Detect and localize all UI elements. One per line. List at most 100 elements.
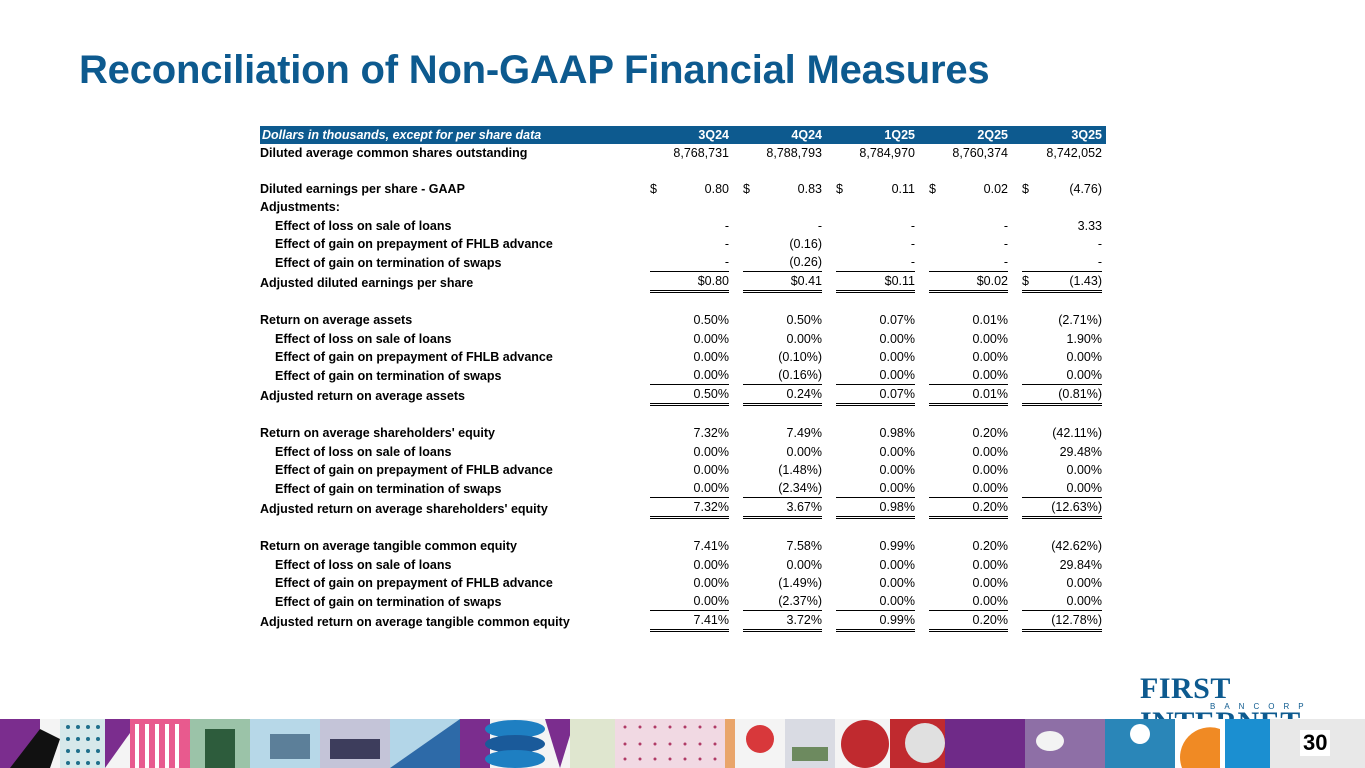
value-cell: (12.63%) [1012, 498, 1106, 520]
cell-value: 0.20% [972, 613, 1008, 628]
value-cell-content: - [929, 235, 1008, 253]
table-row: Effect of loss on sale of loans - - - - 3.33 [260, 217, 1106, 235]
cell-value: 29.48% [1059, 444, 1102, 459]
cell-value: 7.32% [693, 500, 729, 515]
spacer-cell [919, 406, 1012, 424]
table-row: Effect of loss on sale of loans 0.00% 0.00… [260, 330, 1106, 348]
value-cell: $ (4.76) [1012, 180, 1106, 198]
value-cell: 0.00% [1012, 479, 1106, 499]
value-cell-content: 0.00% [1022, 461, 1102, 479]
value-cell: - [640, 217, 733, 235]
value-cell: 0.00% [826, 443, 919, 461]
cell-value: 1.90% [1066, 331, 1102, 346]
cell-value: 8,784,970 [859, 146, 915, 160]
spacer-cell [826, 162, 919, 180]
cell-value: (4.76) [1069, 182, 1102, 197]
cell-value: 0.00% [1066, 594, 1102, 609]
value-cell: 0.00% [640, 443, 733, 461]
value-cell-content: (0.10%) [743, 348, 822, 366]
value-cell: 0.00% [919, 366, 1012, 386]
cell-value: 29.84% [1059, 557, 1102, 572]
value-cell-content: 0.99% [836, 537, 915, 555]
table-header-label: Dollars in thousands, except for per sha… [260, 126, 640, 144]
row-label: Effect of gain on termination of swaps [275, 594, 502, 609]
value-cell: 29.48% [1012, 443, 1106, 461]
cell-value: 0.00% [972, 481, 1008, 496]
value-cell-content: 0.00% [650, 592, 729, 612]
cell-value: 7.49% [786, 426, 822, 441]
cell-value: 0.11 [891, 182, 915, 197]
value-cell: 0.00% [640, 574, 733, 592]
value-cell: 0.00% [733, 330, 826, 348]
table-row: Effect of gain on termination of swaps - (… [260, 253, 1106, 273]
value-cell-content: $0.02 [929, 272, 1008, 294]
value-cell: 0.00% [919, 443, 1012, 461]
value-cell-content: 0.00% [836, 443, 915, 461]
cell-value: (42.62%) [1051, 539, 1102, 554]
value-cell: - [1012, 253, 1106, 273]
value-cell: $0.02 [919, 272, 1012, 294]
table-row: Effect of gain on termination of swaps 0.… [260, 479, 1106, 499]
value-cell: 0.00% [1012, 574, 1106, 592]
spacer-cell [1012, 162, 1106, 180]
value-cell-content: 1.90% [1022, 330, 1102, 348]
value-cell-content: 0.00% [929, 592, 1008, 612]
cell-value: 0.00% [879, 462, 915, 477]
value-cell: 0.50% [640, 385, 733, 407]
cell-value: - [1003, 255, 1008, 270]
value-cell-content: $ (1.43) [1022, 272, 1102, 294]
cell-value: 0.00% [972, 444, 1008, 459]
value-cell: 0.98% [826, 424, 919, 442]
cell-value: (0.26) [789, 255, 822, 270]
value-cell: - [919, 253, 1012, 273]
spacer-cell [1012, 519, 1106, 537]
value-cell: 0.20% [919, 611, 1012, 633]
cell-value: 0.00% [693, 594, 729, 609]
value-cell-content: (12.78%) [1022, 611, 1102, 633]
spacer-row [260, 162, 1106, 180]
cell-value: 0.00% [972, 594, 1008, 609]
cell-value: - [910, 255, 915, 270]
spacer-row [260, 519, 1106, 537]
value-cell: 0.00% [919, 556, 1012, 574]
cell-value: 0.98% [879, 426, 915, 441]
cell-value: (0.16) [789, 236, 822, 251]
value-cell-content: 0.00% [1022, 479, 1102, 499]
value-cell: (2.37%) [733, 592, 826, 612]
cell-value: 0.00% [972, 575, 1008, 590]
value-cell-content: $0.11 [836, 272, 915, 294]
row-label: Effect of gain on prepayment of FHLB adv… [275, 462, 553, 477]
value-cell-content: 0.00% [929, 574, 1008, 592]
cell-value: (1.48%) [778, 462, 822, 477]
cell-value: 0.00% [786, 444, 822, 459]
row-label: Effect of gain on prepayment of FHLB adv… [275, 349, 553, 364]
value-cell-content: 8,784,970 [836, 144, 915, 162]
value-cell-content: - [836, 217, 915, 235]
value-cell-content: $0.80 [650, 180, 729, 198]
value-cell-content: 0.50% [743, 311, 822, 329]
cell-value: 0.00% [879, 481, 915, 496]
row-label: Effect of loss on sale of loans [275, 444, 452, 459]
value-cell-content: 0.00% [929, 366, 1008, 386]
value-cell [733, 198, 826, 216]
value-cell-content: 0.50% [650, 385, 729, 407]
column-header: 1Q25 [826, 126, 919, 144]
cell-value: (0.81%) [1058, 387, 1102, 402]
cell-value: 0.00% [879, 575, 915, 590]
value-cell-content: 8,788,793 [743, 144, 822, 162]
value-cell: 0.00% [1012, 461, 1106, 479]
value-cell: 0.00% [1012, 348, 1106, 366]
value-cell: - [919, 235, 1012, 253]
value-cell-content: - [1022, 235, 1102, 253]
value-cell: - [826, 235, 919, 253]
page-number: 30 [1300, 730, 1331, 756]
value-cell-content: 7.41% [650, 537, 729, 555]
value-cell: 0.00% [826, 330, 919, 348]
table-row: Effect of gain on prepayment of FHLB adv… [260, 461, 1106, 479]
table-row: Effect of gain on termination of swaps 0.… [260, 592, 1106, 612]
row-label: Return on average shareholders' equity [260, 426, 495, 441]
value-cell: 0.01% [919, 385, 1012, 407]
value-cell: 0.00% [919, 479, 1012, 499]
value-cell: 0.00% [1012, 592, 1106, 612]
value-cell-content: 0.00% [836, 366, 915, 386]
